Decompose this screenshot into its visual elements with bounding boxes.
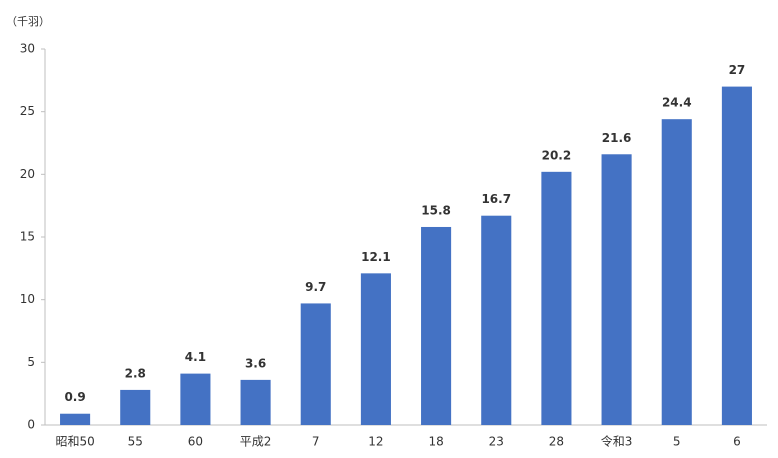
y-tick-label: 30 — [20, 42, 35, 56]
bar — [601, 154, 632, 425]
unit-label: （千羽） — [6, 15, 50, 28]
x-tick-label: 23 — [489, 435, 504, 449]
bar — [661, 119, 692, 425]
value-label: 2.8 — [125, 366, 146, 380]
value-label: 9.7 — [305, 280, 326, 294]
bar — [541, 171, 572, 425]
x-tick-label: 5 — [673, 435, 681, 449]
x-tick-label: 12 — [368, 435, 383, 449]
y-tick-label: 15 — [20, 230, 35, 244]
y-tick-label: 10 — [20, 292, 35, 306]
x-tick-label: 6 — [733, 435, 741, 449]
value-label: 16.7 — [481, 192, 511, 206]
x-tick-label: 7 — [312, 435, 320, 449]
bar — [60, 413, 91, 425]
bar — [180, 373, 211, 425]
value-label: 20.2 — [542, 148, 572, 162]
y-tick-label: 0 — [27, 418, 35, 432]
bar — [721, 86, 752, 425]
y-tick-label: 20 — [20, 167, 35, 181]
bar — [481, 215, 512, 425]
bar — [240, 379, 271, 425]
value-label: 15.8 — [421, 203, 451, 217]
bar — [300, 303, 331, 425]
y-tick-label: 5 — [27, 355, 35, 369]
value-label: 12.1 — [361, 250, 391, 264]
value-label: 4.1 — [185, 350, 206, 364]
x-tick-label: 令和3 — [601, 434, 633, 449]
x-tick-label: 28 — [549, 435, 564, 449]
y-tick-label: 25 — [20, 104, 35, 118]
value-label: 21.6 — [602, 131, 632, 145]
x-tick-label: 昭和50 — [55, 435, 94, 449]
bar — [120, 389, 151, 425]
x-tick-label: 60 — [188, 435, 203, 449]
x-tick-label: 平成2 — [240, 435, 272, 449]
value-label: 24.4 — [662, 96, 692, 110]
value-label: 0.9 — [64, 390, 85, 404]
value-label: 27 — [729, 63, 746, 77]
bar — [360, 273, 391, 425]
bar — [421, 226, 452, 425]
value-label: 3.6 — [245, 356, 266, 370]
x-tick-label: 18 — [428, 435, 443, 449]
x-tick-label: 55 — [128, 435, 143, 449]
